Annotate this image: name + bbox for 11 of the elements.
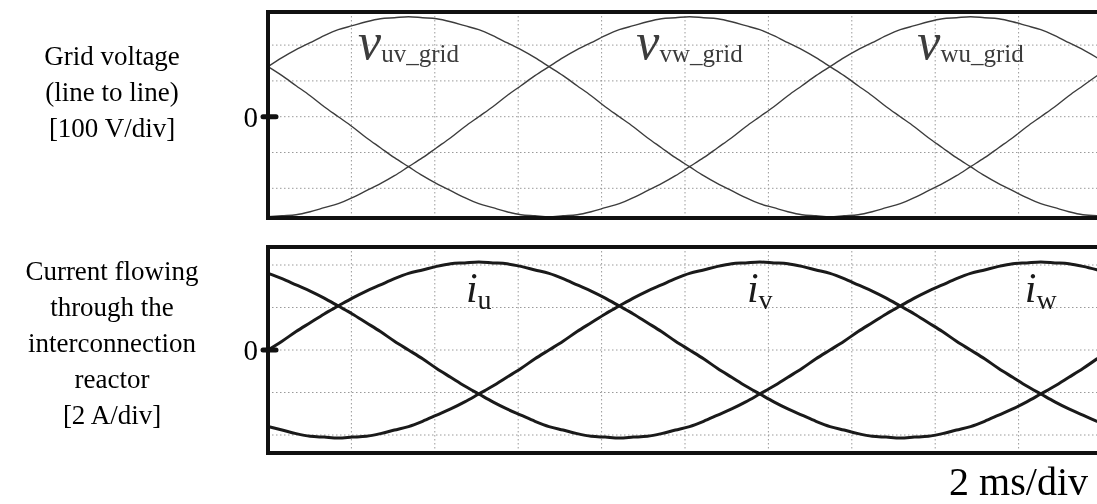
y-axis-title: Grid voltage (line to line) [100 V/div] [44, 41, 180, 143]
text: 0 [243, 334, 258, 366]
y-axis-title: Current flowing through the interconnection reactor [2 A/div] [25, 256, 199, 430]
series-label: i$_{u}$ [465, 265, 492, 315]
text: 0 [243, 100, 258, 133]
series-label: i$_{w}$ [1024, 265, 1058, 315]
x-axis-title: 2 ms/div [949, 459, 1088, 504]
series-label: v$_{uv_grid}$ [358, 12, 460, 70]
series-label: v$_{vw_grid}$ [636, 12, 744, 70]
series-label: i$_{v}$ [746, 265, 773, 315]
series-label: v$_{wu_grid}$ [917, 12, 1025, 70]
